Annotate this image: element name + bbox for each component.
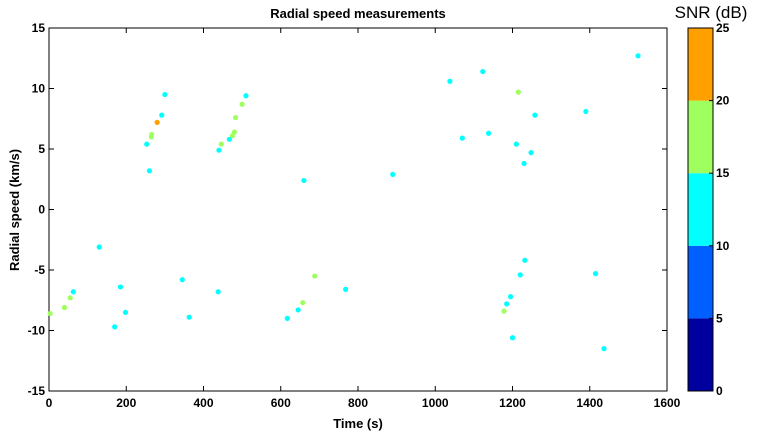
data-point xyxy=(47,310,53,317)
x-tick-label: 0 xyxy=(46,396,53,410)
colorbar: 0 5 10 15 20 25 xyxy=(687,21,730,398)
colorbar-tick-label: 0 xyxy=(716,384,723,398)
data-point xyxy=(517,272,523,278)
data-point xyxy=(215,289,221,295)
data-point xyxy=(343,286,349,292)
y-tick-label: 10 xyxy=(32,82,46,96)
colorbar-band xyxy=(688,318,713,391)
y-tick-label: 15 xyxy=(32,21,46,35)
data-point xyxy=(459,135,465,141)
data-point xyxy=(218,141,224,147)
data-point xyxy=(504,301,510,307)
data-point xyxy=(522,257,528,263)
data-point xyxy=(447,78,453,84)
data-point xyxy=(186,314,192,320)
plot-area xyxy=(48,27,668,392)
data-point xyxy=(528,150,534,156)
data-point xyxy=(284,315,290,321)
data-point xyxy=(515,89,521,95)
data-point xyxy=(117,284,124,290)
colorbar-band xyxy=(688,100,713,174)
scatter-points xyxy=(47,53,641,352)
y-tick-label: 0 xyxy=(38,203,45,217)
data-point xyxy=(513,141,519,147)
x-tick-label: 400 xyxy=(193,396,213,410)
colorbar-band xyxy=(688,173,713,246)
colorbar-tick-label: 25 xyxy=(716,21,730,35)
data-point xyxy=(144,141,150,147)
data-point xyxy=(159,112,165,118)
data-point xyxy=(295,307,301,313)
data-point xyxy=(226,136,232,142)
colorbar-tick-label: 20 xyxy=(716,94,730,108)
data-point xyxy=(300,300,306,306)
data-point xyxy=(112,324,118,330)
data-point xyxy=(70,289,76,295)
colorbar-band xyxy=(688,28,713,101)
data-point xyxy=(301,177,307,184)
data-point xyxy=(122,309,129,315)
y-tick-label: -15 xyxy=(28,384,46,398)
data-point xyxy=(179,277,185,283)
y-axis-title: Radial speed (km/s) xyxy=(7,149,22,271)
data-point xyxy=(149,131,155,138)
data-point xyxy=(67,295,73,301)
data-point xyxy=(61,304,68,311)
chart-title: Radial speed measurements xyxy=(270,6,446,21)
x-tick-label: 200 xyxy=(116,396,136,410)
x-tick-label: 1000 xyxy=(422,396,449,410)
x-tick-label: 1400 xyxy=(576,396,603,410)
data-point xyxy=(532,112,538,118)
x-tick-label: 600 xyxy=(271,396,291,410)
x-axis-title: Time (s) xyxy=(333,416,383,431)
colorbar-tick-label: 15 xyxy=(716,166,730,180)
colorbar-frame xyxy=(687,27,714,392)
data-point xyxy=(390,171,396,178)
data-point xyxy=(501,308,507,314)
data-point xyxy=(216,147,222,153)
data-point xyxy=(231,129,237,135)
x-tick-label: 800 xyxy=(348,396,368,410)
data-point xyxy=(312,273,318,279)
data-point xyxy=(232,114,239,121)
x-tick-label: 1200 xyxy=(499,396,526,410)
data-point xyxy=(243,93,249,99)
data-point xyxy=(592,271,599,277)
x-axis: 0 200 400 600 800 1000 1200 1400 1600 xyxy=(46,28,681,410)
colorbar-band xyxy=(688,245,713,319)
y-tick-label: -5 xyxy=(34,263,45,277)
colorbar-tick-label: 5 xyxy=(716,311,723,325)
data-point xyxy=(521,160,527,167)
data-point xyxy=(154,119,160,125)
data-point xyxy=(146,168,153,174)
y-tick-label: -10 xyxy=(28,324,46,338)
data-point xyxy=(583,108,589,115)
data-point xyxy=(635,53,641,59)
colorbar-tick-label: 10 xyxy=(716,239,730,253)
y-tick-label: 5 xyxy=(38,142,45,156)
colorbar-title: SNR (dB) xyxy=(675,3,748,22)
data-point xyxy=(162,91,168,98)
data-point xyxy=(239,101,245,107)
data-point xyxy=(96,244,102,250)
y-axis: -15 -10 -5 0 5 10 15 xyxy=(28,21,667,398)
data-point xyxy=(485,130,492,136)
data-point xyxy=(509,335,516,341)
x-tick-label: 1600 xyxy=(654,396,681,410)
data-point xyxy=(507,294,514,300)
data-point xyxy=(480,68,486,75)
data-point xyxy=(601,346,607,352)
